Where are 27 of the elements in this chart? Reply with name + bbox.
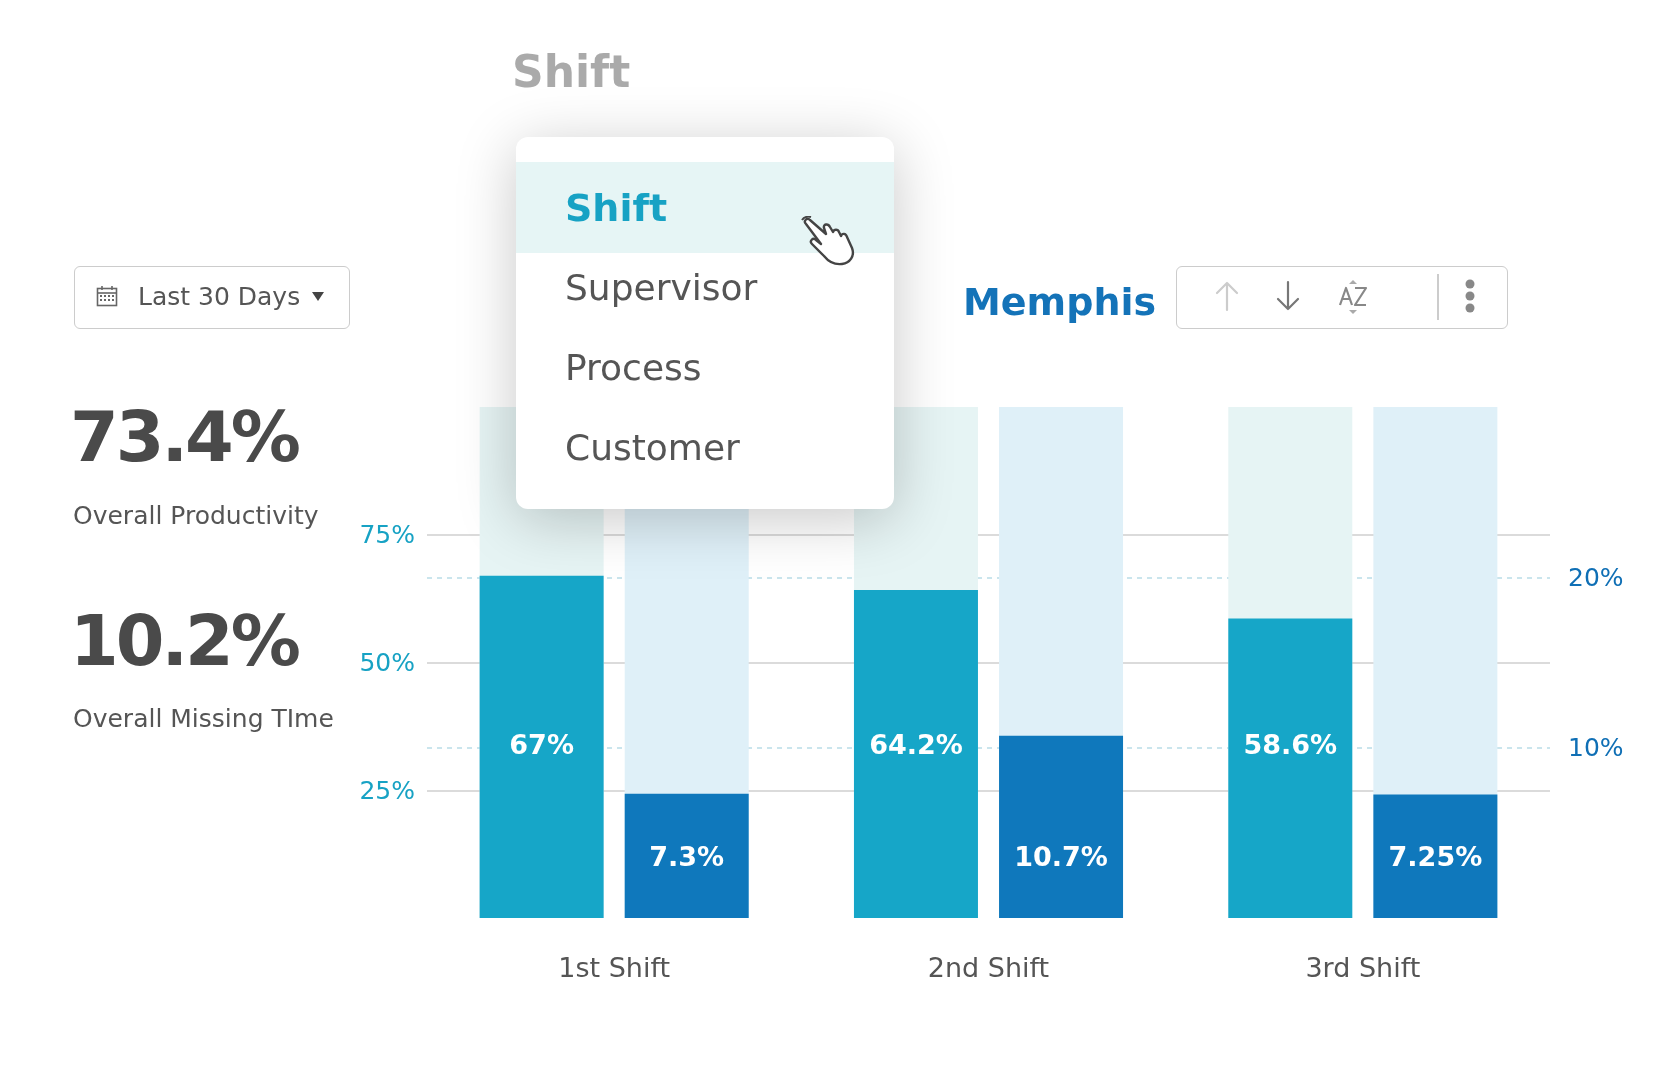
bar: [624, 793, 749, 918]
data-label: 64.2%: [869, 729, 963, 760]
text: Last 30 Days: [138, 282, 301, 311]
y2-tick-label: 20%: [1568, 562, 1624, 592]
data-label: 58.6%: [1243, 729, 1338, 760]
data-label: 67%: [509, 729, 574, 760]
x-tick-label: 2nd Shift: [927, 952, 1050, 983]
text: Supervisor: [565, 267, 758, 308]
bar: [1373, 794, 1498, 918]
text: 10.2%: [70, 600, 298, 682]
x-tick-label: 1st Shift: [558, 952, 671, 983]
data-label: 7.25%: [1388, 841, 1483, 872]
text: Process: [565, 347, 702, 388]
x-tick-label: 3rd Shift: [1305, 952, 1421, 983]
y-tick-label: 50%: [359, 648, 415, 677]
y2-tick-label: 10%: [1568, 733, 1624, 763]
text: Overall Productivity: [73, 501, 319, 530]
annotation: Customer: [565, 427, 740, 468]
text: Overall Missing TIme: [73, 704, 334, 733]
y-tick-label: 75%: [359, 520, 415, 550]
data-label: 7.3%: [649, 841, 725, 872]
data-label: 10.7%: [1014, 841, 1108, 872]
text: Shift: [565, 186, 668, 230]
chart-title: Memphis: [963, 280, 1157, 324]
text: 73.4%: [70, 396, 298, 478]
text: Shift: [512, 46, 631, 97]
y-tick-label: 25%: [359, 775, 415, 805]
